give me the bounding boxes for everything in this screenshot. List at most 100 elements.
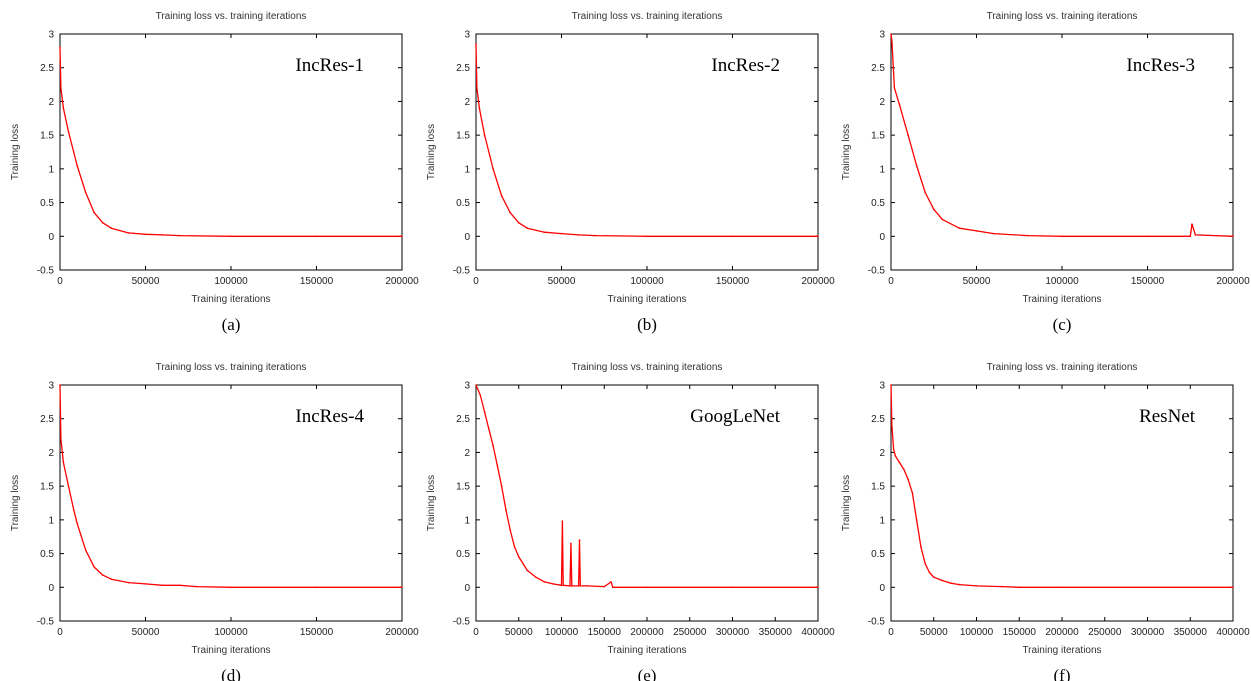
data-point <box>560 584 563 587</box>
data-point <box>315 235 318 238</box>
data-point <box>817 235 819 238</box>
data-point <box>911 492 914 494</box>
y-tick-label: -0.5 <box>37 266 55 277</box>
x-axis-label: Training iterations <box>607 645 686 656</box>
data-point <box>1018 586 1021 589</box>
x-tick-label: 100000 <box>545 627 579 638</box>
data-point <box>72 151 75 153</box>
data-point <box>535 576 537 578</box>
data-point <box>161 584 164 587</box>
data-point <box>178 234 181 237</box>
data-point <box>603 585 606 588</box>
x-tick-label: 50000 <box>132 276 160 287</box>
y-tick-label: 1.5 <box>40 131 54 142</box>
y-axis-label: Training loss <box>10 124 21 180</box>
data-point <box>907 478 909 481</box>
y-tick-label: 0.5 <box>40 549 54 560</box>
x-tick-label: 0 <box>57 276 63 287</box>
data-point <box>892 448 895 450</box>
data-point <box>178 584 181 587</box>
y-tick-label: 0.5 <box>40 198 54 209</box>
x-tick-label: 200000 <box>801 276 835 287</box>
x-tick-label: 0 <box>57 627 63 638</box>
y-tick-label: 1 <box>48 164 54 175</box>
y-tick-label: 1.5 <box>456 482 470 493</box>
data-point <box>1232 235 1234 238</box>
data-point <box>1191 223 1193 225</box>
y-tick-label: 0.5 <box>871 198 885 209</box>
data-point <box>110 578 113 580</box>
data-point <box>932 208 935 211</box>
x-tick-label: 0 <box>473 276 479 287</box>
y-tick-label: 3 <box>879 381 885 392</box>
y-tick-label: 2.5 <box>456 414 470 425</box>
y-tick-label: 3 <box>464 381 470 392</box>
data-point <box>60 87 62 89</box>
data-point <box>476 87 478 89</box>
y-axis-label: Training loss <box>426 124 437 180</box>
y-tick-label: -0.5 <box>868 617 886 628</box>
x-tick-label: 50000 <box>505 627 533 638</box>
data-point <box>1001 585 1003 588</box>
data-point <box>478 107 481 109</box>
chart-title: Training loss vs. training iterations <box>987 11 1138 22</box>
data-point <box>1146 235 1149 238</box>
y-tick-label: 0 <box>879 583 885 594</box>
panel-label: (d) <box>221 666 241 681</box>
x-tick-label: 200000 <box>630 627 664 638</box>
y-axis-label: Training loss <box>426 475 437 531</box>
data-point <box>903 468 905 471</box>
data-point <box>928 571 931 574</box>
data-point <box>915 519 918 521</box>
data-point <box>924 562 926 565</box>
data-point <box>127 232 130 234</box>
panel-label: (b) <box>637 315 657 334</box>
x-tick-label: 200000 <box>1045 627 1079 638</box>
data-point <box>101 574 104 576</box>
y-tick-label: 1.5 <box>871 131 885 142</box>
model-annotation: GoogLeNet <box>690 406 780 427</box>
data-point <box>898 461 901 464</box>
data-point <box>161 234 164 236</box>
data-point <box>101 222 104 224</box>
chart-panel-0: Training loss vs. training iterations -0.… <box>10 11 419 334</box>
y-tick-label: 2 <box>879 448 885 459</box>
x-axis-label: Training iterations <box>607 294 686 305</box>
y-tick-label: 1 <box>48 515 54 526</box>
data-point <box>483 411 486 413</box>
data-point <box>579 585 582 587</box>
y-tick-label: 0.5 <box>456 549 470 560</box>
y-tick-label: -0.5 <box>453 266 471 277</box>
data-point <box>59 46 61 49</box>
model-annotation: IncRes-3 <box>1126 55 1195 76</box>
data-point <box>891 424 893 427</box>
data-point <box>483 134 486 136</box>
data-point <box>646 586 648 589</box>
data-point <box>509 529 512 531</box>
data-point <box>127 581 130 584</box>
data-point <box>67 130 70 133</box>
data-point <box>594 234 597 237</box>
y-tick-label: 1.5 <box>871 482 885 493</box>
data-point <box>93 211 95 214</box>
x-tick-label: 100000 <box>630 276 664 287</box>
data-point <box>570 585 573 587</box>
y-tick-label: 2.5 <box>871 414 885 425</box>
data-point <box>60 438 62 440</box>
data-point <box>67 485 70 487</box>
data-point <box>950 582 952 585</box>
data-point <box>562 584 565 587</box>
data-point <box>924 191 926 194</box>
y-tick-label: 1.5 <box>456 131 470 142</box>
model-annotation: IncRes-4 <box>295 406 364 427</box>
data-point <box>992 232 995 235</box>
data-point <box>144 233 147 236</box>
data-point <box>509 211 512 214</box>
y-tick-label: 2 <box>48 97 54 108</box>
chart-panel-5: Training loss vs. training iterations -0.… <box>841 362 1250 681</box>
data-point <box>1194 234 1197 236</box>
data-point <box>543 231 546 234</box>
panel-label: (c) <box>1053 315 1072 334</box>
x-tick-label: 150000 <box>300 627 334 638</box>
